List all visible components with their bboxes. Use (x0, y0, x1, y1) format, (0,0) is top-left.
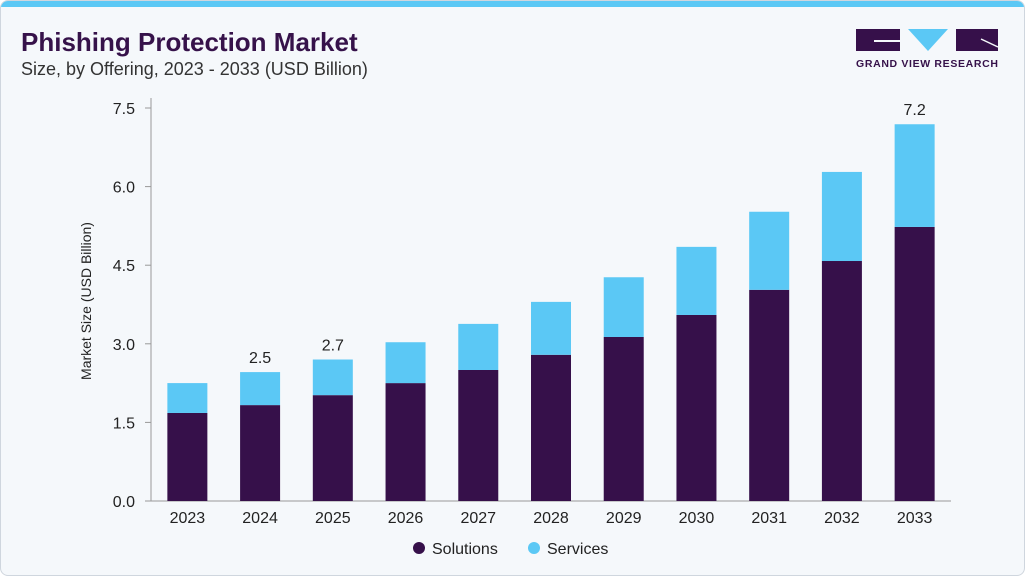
grand-view-research-logo: GRAND VIEW RESEARCH (856, 29, 999, 70)
bar-services-2024 (240, 372, 281, 406)
bar-services-2029 (603, 277, 644, 337)
x-tick-label: 2031 (751, 510, 787, 527)
chart-subtitle: Size, by Offering, 2023 - 2033 (USD Bill… (21, 59, 368, 79)
x-tick-label: 2024 (242, 510, 278, 527)
legend-label-solutions: Solutions (432, 541, 498, 558)
legend-marker-solutions (413, 542, 425, 554)
bar-services-2031 (749, 211, 790, 290)
y-tick-label: 1.5 (113, 415, 135, 432)
bar-solutions-2027 (458, 370, 499, 501)
legend-marker-services (528, 542, 540, 554)
y-axis-title: Market Size (USD Billion) (78, 222, 94, 380)
bar-services-2032 (821, 171, 862, 262)
legend-label-services: Services (547, 541, 608, 558)
bar-solutions-2023 (167, 412, 208, 501)
y-tick-label: 3.0 (113, 337, 135, 354)
x-tick-label: 2026 (388, 510, 424, 527)
x-tick-label: 2028 (533, 510, 569, 527)
bar-solutions-2024 (240, 405, 281, 501)
bar-solutions-2033 (894, 226, 935, 501)
x-tick-label: 2025 (315, 510, 351, 527)
y-tick-label: 6.0 (113, 180, 135, 197)
data-label-2025: 2.7 (322, 338, 344, 355)
y-tick-label: 7.5 (113, 101, 135, 118)
bar-solutions-2025 (312, 395, 353, 501)
data-label-2024: 2.5 (249, 350, 271, 367)
bar-solutions-2032 (821, 261, 862, 501)
bar-services-2030 (676, 246, 717, 315)
bar-services-2027 (458, 323, 499, 370)
x-tick-label: 2027 (460, 510, 496, 527)
x-tick-label: 2030 (679, 510, 715, 527)
bar-services-2028 (531, 301, 571, 355)
bar-services-2025 (312, 359, 353, 396)
x-tick-label: 2033 (897, 510, 933, 527)
bar-services-2026 (385, 342, 426, 384)
accent-bar (1, 1, 1024, 7)
data-label-2033: 7.2 (904, 102, 926, 119)
bar-solutions-2030 (676, 314, 717, 501)
x-tick-label: 2023 (170, 510, 206, 527)
chart-title: Phishing Protection Market (21, 27, 358, 57)
bar-solutions-2031 (749, 289, 790, 501)
x-tick-label: 2029 (606, 510, 642, 527)
bar-services-2033 (894, 124, 935, 227)
svg-text:GRAND VIEW RESEARCH: GRAND VIEW RESEARCH (856, 58, 998, 70)
x-tick-label: 2032 (824, 510, 860, 527)
y-tick-label: 0.0 (113, 494, 135, 511)
bar-solutions-2029 (603, 336, 644, 501)
bar-solutions-2028 (531, 354, 571, 501)
y-tick-label: 4.5 (113, 258, 135, 275)
bar-solutions-2026 (385, 383, 426, 501)
bar-services-2023 (167, 383, 208, 413)
